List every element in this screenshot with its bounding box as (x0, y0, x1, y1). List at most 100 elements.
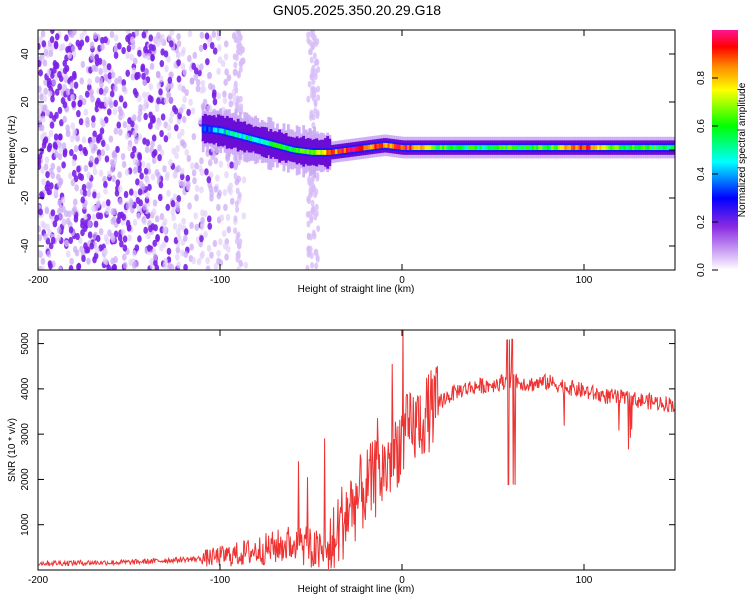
spectrogram-noise-cell (191, 62, 197, 71)
spectrogram-noise-cell (43, 87, 49, 95)
spectrogram-ridge-core (540, 145, 544, 150)
spectrogram-noise-cell (71, 169, 77, 178)
spectrogram-noise-cell (150, 173, 156, 181)
spectrogram-ridge-core (656, 145, 659, 150)
colorbar: 0.0 0.2 0.4 0.6 0.8 Normalized spectral ampl… (696, 30, 748, 277)
spectrogram-ridge-core (238, 133, 242, 139)
spectrogram-noise-cell (69, 88, 74, 96)
spectrogram-noise-cell (169, 110, 175, 118)
spectrogram-ridge-core (671, 145, 675, 150)
spectrogram-ridge-core (385, 142, 389, 148)
spectrogram-noise-cell (213, 262, 219, 270)
spectrogram-ridge-core (201, 126, 205, 131)
spectrogram-noise-cell (161, 240, 167, 249)
spectrogram-noise-cell (119, 240, 124, 248)
spectrogram-ridge-core (557, 145, 561, 150)
spectrogram-noise-cell (146, 244, 152, 252)
spectrogram-noise-cell (57, 153, 63, 161)
spectrogram-noise-cell (92, 168, 98, 176)
spectrogram-noise-cell (72, 245, 78, 253)
spectrogram-ridge-core (520, 145, 524, 150)
spectrogram-ridge-core (466, 145, 469, 150)
spectrogram-noise-cell (67, 51, 72, 59)
spectrogram-noise-cell (38, 107, 42, 115)
spectrogram-noise-cell (113, 51, 119, 59)
spectrogram-noise-cell (82, 202, 87, 210)
spectrogram-noise-cell (49, 121, 55, 129)
spectrogram-noise-cell (164, 64, 169, 73)
spectrogram-ridge-core (271, 142, 275, 147)
spectrogram-noise-cell (65, 129, 71, 137)
spectrogram-ridge-core (376, 143, 380, 149)
spectrogram-noise-cell (65, 250, 71, 258)
spectrogram-noise-cell (166, 189, 171, 197)
spectrogram-noise-cell (207, 222, 213, 230)
spectrogram-ridge-core (514, 145, 517, 150)
spectrogram-noise-cell (183, 263, 188, 270)
spectrogram-noise-cell (57, 181, 62, 189)
spectrogram-ridge-core (396, 144, 399, 150)
spectrogram-ridge-core (352, 146, 356, 152)
spectrogram-noise-cell (54, 111, 59, 119)
spectrogram-noise-cell (145, 177, 150, 185)
spectrogram-noise-cell (46, 69, 52, 77)
spectrogram-noise-cell (64, 34, 69, 42)
spectrogram-noise-cell (176, 59, 181, 67)
spectrogram-noise-cell (211, 30, 217, 39)
spectrogram-noise-cell (81, 98, 87, 106)
spectrogram-noise-cell (76, 110, 81, 118)
spectrogram-noise-cell (137, 188, 143, 196)
spectrogram-noise-cell (144, 68, 149, 76)
spectrogram-noise-cell (224, 68, 229, 76)
spectrogram-noise-cell (56, 173, 61, 181)
spectrogram-ridge-core (610, 145, 613, 150)
spectrogram-noise-cell (175, 228, 181, 236)
spectrogram-noise-cell (115, 179, 121, 187)
spectrogram-noise-cell (68, 172, 73, 180)
spectrogram-noise-cell (310, 185, 315, 193)
spectrogram-ridge-core (369, 144, 373, 150)
spectrogram-noise-cell (151, 156, 157, 165)
spectrogram-noise-cell (126, 44, 132, 53)
spectrogram-ridge-core (490, 145, 493, 150)
spectrogram-ridge-core (276, 143, 279, 148)
spectrogram-noise-cell (107, 170, 112, 178)
spectrogram-noise-cell (233, 61, 238, 69)
spectrogram-noise-cell (43, 48, 49, 56)
spectrogram-noise-cell (117, 185, 123, 193)
spectrogram-ridge-core (638, 145, 642, 150)
spectrogram-ridge-core (398, 144, 402, 150)
spectrogram-noise-cell (138, 180, 144, 188)
spectrogram-noise-cell (73, 81, 79, 89)
spectrogram-ridge-core (324, 150, 327, 155)
spectrogram-noise-cell (156, 97, 161, 105)
colorbar-tick-label: 0.8 (696, 71, 707, 85)
spectrogram-noise-cell (185, 174, 191, 182)
spectrogram-noise-cell (165, 203, 171, 211)
spectrogram-ridge-core (236, 132, 240, 138)
spectrogram-noise-cell (62, 115, 67, 124)
spectrogram-noise-cell (307, 211, 312, 218)
spectrogram-noise-cell (182, 141, 187, 149)
spectrogram-noise-cell (80, 60, 86, 69)
spectrogram-noise-cell (83, 108, 89, 116)
spectrogram-noise-cell (61, 161, 66, 169)
spectrogram-noise-cell (54, 88, 60, 96)
spectrogram-noise-cell (209, 41, 215, 50)
spectrogram-ridge-core (492, 145, 496, 150)
spectrogram-noise-cell (184, 88, 189, 97)
spectrogram-noise-cell (195, 78, 201, 87)
spectrogram-noise-cell (102, 65, 107, 74)
spectrogram-noise-cell (314, 203, 319, 211)
spectrogram-ridge-core (437, 145, 441, 150)
spectrogram-ridge-core (306, 149, 310, 155)
spectrogram-noise-cell (38, 115, 43, 124)
spectrogram-x-axis: -200 -100 0 100 (28, 30, 593, 286)
spectrogram-ridge-core (428, 145, 432, 150)
spectrogram-noise-cell (38, 36, 43, 44)
spectrogram-noise-cell (48, 262, 53, 270)
colorbar-ticks: 0.0 0.2 0.4 0.6 0.8 (696, 71, 718, 277)
spectrogram-ridge-core (474, 145, 478, 150)
spectrogram-noise-cell (164, 173, 170, 181)
spectrogram-noise-cell (159, 38, 164, 46)
